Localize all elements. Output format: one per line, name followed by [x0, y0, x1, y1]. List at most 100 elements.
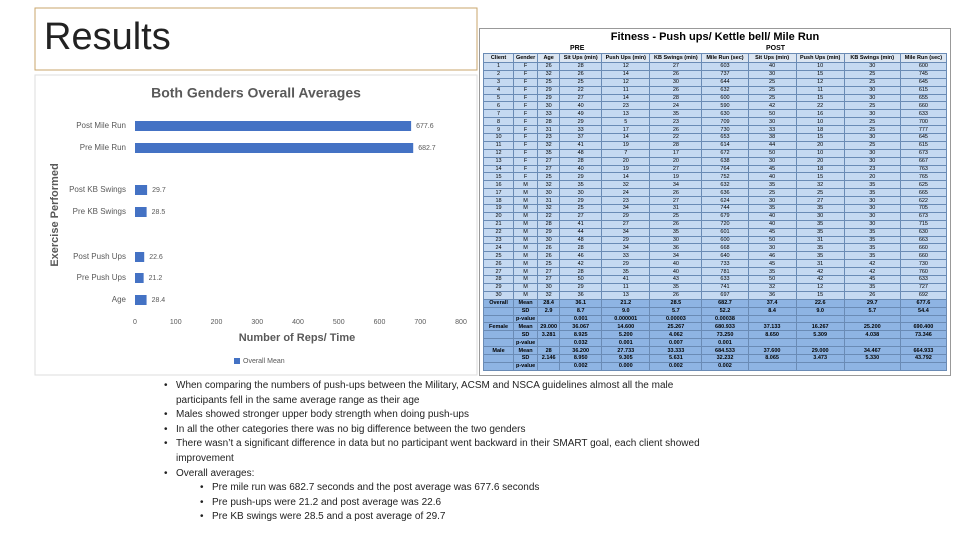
- sub-bullet: Pre mile run was 682.7 seconds and the p…: [160, 481, 720, 496]
- table-cell: 5.631: [649, 353, 703, 363]
- table-cell: 25: [843, 69, 901, 79]
- table-cell: 4.038: [843, 330, 901, 340]
- table-row: Male Mean 28 36.200 27.733 33.333 684.533 37.60…: [482, 346, 948, 355]
- table-cell: 52.2: [701, 306, 749, 316]
- x-tick-label: 500: [333, 319, 345, 326]
- table-cell: 25.267: [649, 322, 703, 332]
- table-cell: 12: [601, 62, 651, 71]
- table-cell: 16.267: [795, 322, 845, 332]
- table-cell: F: [513, 69, 539, 79]
- table-cell: F: [513, 133, 539, 142]
- table-cell: 27: [649, 196, 703, 206]
- table-cell: 20: [795, 156, 845, 166]
- table-cell: 680.933: [701, 322, 749, 332]
- table-cell: 15: [482, 172, 515, 182]
- table-cell: 23: [601, 101, 651, 111]
- table-cell: [747, 338, 797, 348]
- table-row: 3 F 25 25 12 30 644 25 12 25 645: [482, 77, 948, 87]
- table-cell: 730: [701, 125, 749, 135]
- header-row: Client Gender Age Sit Ups (min) Push Ups (mi…: [482, 53, 948, 63]
- table-cell: 50: [559, 275, 603, 284]
- table-cell: 26: [649, 69, 703, 79]
- table-cell: 29: [601, 211, 651, 221]
- table-row: p-value 0.032 0.001 0.007 0.001: [482, 338, 948, 348]
- table-cell: [795, 361, 845, 371]
- table-cell: 10: [795, 62, 845, 71]
- table-cell: 26: [559, 69, 603, 79]
- table-cell: F: [513, 172, 539, 182]
- table-cell: [482, 361, 515, 371]
- table-cell: 3.473: [795, 353, 845, 363]
- table-cell: 5.309: [795, 330, 845, 340]
- table-cell: 632: [701, 180, 749, 190]
- table-cell: M: [513, 188, 539, 198]
- table-cell: 636: [701, 188, 749, 198]
- table-cell: 600: [701, 235, 749, 245]
- table-cell: 35: [843, 243, 901, 253]
- table-cell: 655: [899, 93, 948, 103]
- table-cell: 44: [747, 140, 797, 150]
- table-row: 18 M 31 29 23 27 624 30 27 30 622: [482, 196, 948, 206]
- table-cell: [482, 338, 515, 348]
- sub-bullet: Pre push-ups were 21.2 and post average …: [160, 496, 720, 511]
- bullet: There wasn’t a significant difference in…: [160, 437, 720, 466]
- table-cell: 36.067: [559, 322, 603, 332]
- table-cell: 5: [482, 93, 515, 103]
- table-cell: 14: [601, 69, 651, 79]
- table-cell: 615: [899, 85, 948, 95]
- table-cell: 35: [537, 148, 561, 158]
- table-row: 10 F 23 37 14 22 653 38 15 30 645: [482, 133, 948, 142]
- table-cell: 3.281: [537, 330, 561, 340]
- table-cell: 23: [537, 133, 561, 142]
- table-cell: 22: [482, 227, 515, 237]
- table-cell: 26: [649, 290, 703, 300]
- table-cell: 37.4: [747, 298, 797, 308]
- table-cell: M: [513, 196, 539, 206]
- x-tick-label: 200: [211, 319, 223, 326]
- table-cell: 17: [601, 125, 651, 135]
- table-cell: 34: [649, 180, 703, 190]
- table-cell: 23: [601, 196, 651, 206]
- table-cell: 19: [601, 164, 651, 174]
- table-cell: 700: [899, 117, 948, 127]
- table-cell: 29: [559, 282, 603, 292]
- table-cell: 23: [843, 164, 901, 174]
- header-cell: Push Ups (min): [795, 53, 845, 63]
- table-cell: 11: [601, 85, 651, 95]
- table-cell: [482, 330, 515, 340]
- table-cell: 25: [559, 204, 603, 213]
- bullet-list: When comparing the numbers of push-ups b…: [160, 379, 720, 525]
- table-cell: 730: [899, 259, 948, 269]
- table-cell: 32: [537, 69, 561, 79]
- table-cell: 45: [747, 259, 797, 269]
- table-cell: 44: [559, 227, 603, 237]
- table-cell: 30: [843, 219, 901, 229]
- table-cell: 22: [649, 133, 703, 142]
- table-cell: Female: [482, 322, 515, 332]
- table-cell: M: [513, 259, 539, 269]
- table-cell: 41: [601, 275, 651, 284]
- table-cell: F: [513, 117, 539, 127]
- table-cell: F: [513, 148, 539, 158]
- table-cell: 33: [559, 125, 603, 135]
- table-cell: 41: [559, 140, 603, 150]
- table-cell: 705: [899, 204, 948, 213]
- table-row: 14 F 27 40 19 27 764 45 18 23 763: [482, 164, 948, 174]
- table-cell: 32: [537, 204, 561, 213]
- table-cell: 29: [537, 227, 561, 237]
- table-cell: M: [513, 235, 539, 245]
- table-cell: 33.333: [649, 346, 703, 355]
- table-cell: 25: [537, 259, 561, 269]
- table-cell: 35: [795, 227, 845, 237]
- table-cell: 660: [899, 243, 948, 253]
- table-cell: 25: [843, 140, 901, 150]
- table-cell: 28: [559, 156, 603, 166]
- table-cell: 715: [899, 219, 948, 229]
- table-cell: 692: [899, 290, 948, 300]
- table-cell: 2.9: [537, 306, 561, 316]
- table-cell: 8.950: [559, 353, 603, 363]
- table-cell: 29.000: [537, 322, 561, 332]
- header-cell: Sit Ups (min): [559, 53, 603, 63]
- table-cell: 28: [537, 219, 561, 229]
